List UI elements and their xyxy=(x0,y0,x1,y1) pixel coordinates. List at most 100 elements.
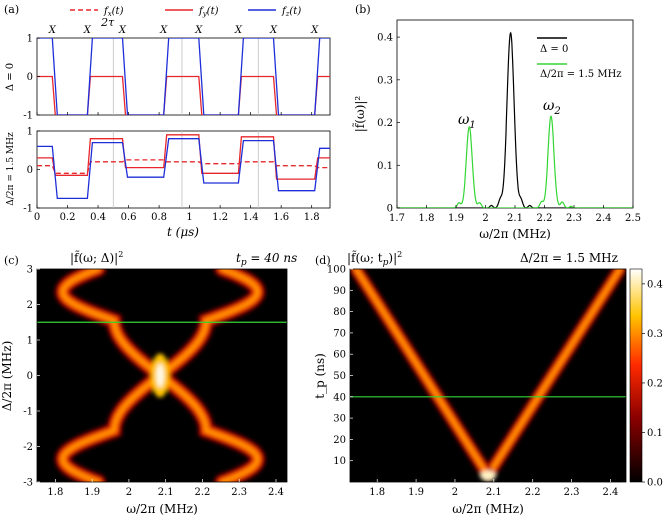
y-tick-label: 70 xyxy=(333,328,346,339)
legend-a: fx(t) fy(t) fz(t) xyxy=(70,6,301,18)
y-tick-label: 0 xyxy=(27,371,33,382)
x-tick-label: 0.4 xyxy=(90,212,106,223)
panel-d: |f̃(ω; tp)|2 Δ/2π = 1.5 MHz 1.8 1.9 2 2.1 2.… xyxy=(313,249,663,516)
panel-b: 1.7 1.8 1.9 2 2.1 2.2 2.3 2.4 2.5 0 0.1 0.2 0.3 0.4 Δ… xyxy=(351,19,641,241)
x-mark: X xyxy=(194,25,203,36)
x-tick-label: 1.6 xyxy=(273,212,289,223)
x-tick-label: 2 xyxy=(126,487,132,498)
colorbar-tick-label: 0.3 xyxy=(647,329,663,340)
d-title: |f̃(ω; tp)|2 xyxy=(347,249,402,268)
y-tick-label: 50 xyxy=(333,371,346,382)
omega2-label: ω2 xyxy=(543,98,561,117)
series-a2 xyxy=(37,134,330,200)
y-tick-label: 80 xyxy=(333,307,346,318)
d-heatmap-bg xyxy=(350,269,626,482)
y-tick-label: -3 xyxy=(23,478,33,489)
x-tick-label: 2.2 xyxy=(525,487,541,498)
x-tick-label: 1.7 xyxy=(389,213,405,224)
a-xlabel: t (μs) xyxy=(167,225,199,239)
panel-label-d: (d) xyxy=(315,254,331,267)
y-tick-label: 3 xyxy=(27,265,33,276)
x-tick-label: 2.1 xyxy=(507,213,523,224)
y-tick-label: 1 xyxy=(27,336,33,347)
a1-ylabel: Δ = 0 xyxy=(5,63,16,91)
series-line xyxy=(397,31,633,208)
x-mark: X xyxy=(83,25,92,36)
panel-label-b: (b) xyxy=(355,3,371,16)
axis-ticks-c: 1.8 1.9 2 2.1 2.2 2.3 2.4 -3 -2 -1 0 1 2 3 xyxy=(23,265,284,499)
x-tick-label: 1.8 xyxy=(304,212,320,223)
intensity-band xyxy=(354,269,490,478)
y-tick-label: 2 xyxy=(27,300,33,311)
x-tick-label: 2.3 xyxy=(564,487,580,498)
legend-label: Δ/2π = 1.5 MHz xyxy=(540,69,622,80)
colorbar-tick-label: 0.4 xyxy=(647,279,663,290)
x-tick-label: 0.6 xyxy=(121,212,137,223)
subplot-a2-frame xyxy=(36,130,331,209)
legend-label: fx(t) xyxy=(103,6,124,18)
d-xlabel: ω/2π (MHz) xyxy=(452,502,524,516)
y-tick-label: 0.2 xyxy=(377,118,393,129)
x-mark: X xyxy=(48,25,57,36)
x-tick-label: 1.8 xyxy=(47,487,63,498)
x-tick-label: 2.1 xyxy=(158,487,174,498)
legend-label: fz(t) xyxy=(281,6,301,18)
x-tick-label: 1.8 xyxy=(369,487,385,498)
x-tick-label: 0 xyxy=(34,212,40,223)
x-tick-label: 2 xyxy=(452,487,458,498)
vertex-peak xyxy=(480,470,496,481)
axis-ticks-a: 0 0.2 0.4 0.6 0.8 1 1.2 1.4 1.6 1.8-101-101 xyxy=(23,34,319,224)
d-ylabel: t_p (ns) xyxy=(313,353,327,399)
x-tick-label: 2.4 xyxy=(268,487,284,498)
y-tick-label: 0 xyxy=(387,204,393,215)
x-tick-label: 2.3 xyxy=(231,487,247,498)
y-tick-label: 0 xyxy=(27,165,33,176)
x-mark: X xyxy=(234,25,243,36)
y-tick-label: 40 xyxy=(333,392,346,403)
b-xlabel: ω/2π (MHz) xyxy=(479,227,551,241)
c-xlabel: ω/2π (MHz) xyxy=(126,502,198,516)
x-tick-label: 1 xyxy=(186,212,192,223)
legend-label: Δ = 0 xyxy=(540,44,568,55)
axis-ticks-b: 1.7 1.8 1.9 2 2.1 2.2 2.3 2.4 2.5 0 0.1 0.2 0.3 0.4 xyxy=(377,33,641,224)
x-tick-label: 2.4 xyxy=(596,213,612,224)
a2-ylabel: Δ/2π = 1.5 MHz xyxy=(6,132,16,206)
y-tick-label: 0.4 xyxy=(377,33,393,44)
d-delta-annotation: Δ/2π = 1.5 MHz xyxy=(520,251,618,265)
x-tick-label: 1.9 xyxy=(408,487,424,498)
y-tick-label: -1 xyxy=(23,204,33,215)
x-tick-label: 1.8 xyxy=(419,213,435,224)
d-heatmap xyxy=(350,269,626,482)
panel-label-a: (a) xyxy=(4,3,19,16)
colorbar-tick-label: 0.0 xyxy=(647,478,663,489)
legend-label: fy(t) xyxy=(198,6,219,18)
b-ylabel: |f̃(ω)|² xyxy=(351,96,367,133)
y-tick-label: 90 xyxy=(333,286,346,297)
series-fx xyxy=(37,159,330,174)
x-tick-label: 0.8 xyxy=(151,212,167,223)
y-tick-label: 0 xyxy=(27,72,33,83)
y-tick-label: 0.1 xyxy=(377,161,393,172)
x-tick-label: 2 xyxy=(482,213,488,224)
axis-ticks-d: 1.8 1.9 2 2.1 2.2 2.3 2.4 10 20 30 40 50 60 70 80 90 100 xyxy=(327,265,618,499)
colorbar xyxy=(629,268,643,483)
x-tick-label: 1.2 xyxy=(212,212,228,223)
x-mark: X xyxy=(310,25,319,36)
c-tp-annotation: tp = 40 ns xyxy=(236,251,297,268)
y-tick-label: -1 xyxy=(23,111,33,122)
x-tick-label: 2.5 xyxy=(625,213,641,224)
y-tick-label: 1 xyxy=(27,34,33,45)
c-ylabel: Δ/2π (MHz) xyxy=(0,341,14,411)
colorbar-ticks: 0.0 0.1 0.2 0.3 0.4 xyxy=(642,279,663,489)
panel-c: |f̃(ω; Δ)|2 tp = 40 ns 1.8 1.9 2 2.1 2.2 2.3 2… xyxy=(0,249,297,516)
x-tick-label: 2.2 xyxy=(194,487,210,498)
y-tick-label: 60 xyxy=(333,350,346,361)
colorbar-tick-label: 0.2 xyxy=(647,378,663,389)
two-tau-label: 2τ xyxy=(100,16,115,29)
x-tick-label: 2.1 xyxy=(486,487,502,498)
y-tick-label: 1 xyxy=(27,127,33,138)
x-tick-label: 2.4 xyxy=(602,487,618,498)
y-tick-label: 10 xyxy=(333,456,346,467)
